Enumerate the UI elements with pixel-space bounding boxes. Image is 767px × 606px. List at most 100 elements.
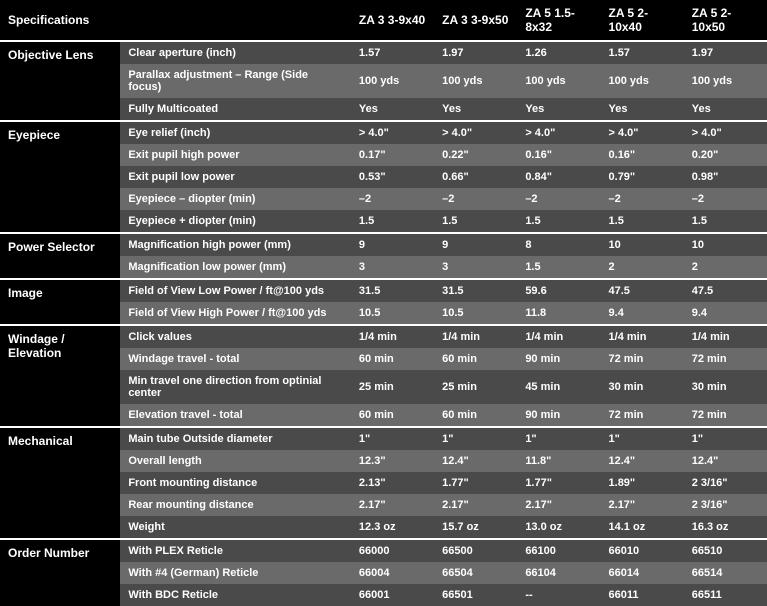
spec-value: Yes: [434, 98, 517, 121]
spec-value: 45 min: [517, 370, 600, 404]
spec-value: 0.53": [351, 166, 434, 188]
category-cell: Order Number: [0, 539, 120, 606]
spec-value: 16.3 oz: [684, 516, 767, 539]
spec-value: 0.79": [601, 166, 684, 188]
spec-value: 1.77": [434, 472, 517, 494]
spec-value: 66011: [601, 584, 684, 606]
spec-value: 0.98": [684, 166, 767, 188]
spec-label: With BDC Reticle: [120, 584, 351, 606]
spec-value: 1.5: [601, 210, 684, 233]
spec-value: 12.3 oz: [351, 516, 434, 539]
spec-label: Rear mounting distance: [120, 494, 351, 516]
header-blank: [120, 0, 351, 41]
spec-value: 2: [684, 256, 767, 279]
spec-value: 31.5: [434, 279, 517, 302]
spec-value: –2: [684, 188, 767, 210]
table-row: ImageField of View Low Power / ft@100 yd…: [0, 279, 767, 302]
header-model: ZA 3 3-9x40: [351, 0, 434, 41]
spec-value: 90 min: [517, 404, 600, 427]
spec-value: 1/4 min: [601, 325, 684, 348]
spec-value: 60 min: [351, 404, 434, 427]
spec-value: 66500: [434, 539, 517, 562]
spec-label: Fully Multicoated: [120, 98, 351, 121]
spec-value: 60 min: [434, 348, 517, 370]
spec-value: 12.4": [684, 450, 767, 472]
spec-value: 9.4: [684, 302, 767, 325]
spec-value: 9: [434, 233, 517, 256]
spec-value: 66511: [684, 584, 767, 606]
header-model: ZA 5 2-10x50: [684, 0, 767, 41]
spec-value: 100 yds: [684, 64, 767, 98]
spec-value: 66514: [684, 562, 767, 584]
spec-value: –2: [351, 188, 434, 210]
spec-label: Windage travel - total: [120, 348, 351, 370]
spec-value: 8: [517, 233, 600, 256]
spec-value: 1": [684, 427, 767, 450]
spec-value: 12.4": [601, 450, 684, 472]
spec-value: 66104: [517, 562, 600, 584]
table-row: Order NumberWith PLEX Reticle66000665006…: [0, 539, 767, 562]
spec-value: > 4.0": [601, 121, 684, 144]
category-cell: Power Selector: [0, 233, 120, 279]
spec-value: 11.8": [517, 450, 600, 472]
table-header: Specifications ZA 3 3-9x40 ZA 3 3-9x50 Z…: [0, 0, 767, 41]
spec-value: 72 min: [684, 404, 767, 427]
spec-value: 13.0 oz: [517, 516, 600, 539]
spec-value: 72 min: [684, 348, 767, 370]
table-body: Objective LensClear aperture (inch)1.571…: [0, 41, 767, 606]
spec-value: 66014: [601, 562, 684, 584]
spec-value: 0.22": [434, 144, 517, 166]
spec-value: 0.84": [517, 166, 600, 188]
spec-value: 100 yds: [351, 64, 434, 98]
spec-label: Overall length: [120, 450, 351, 472]
spec-label: Exit pupil high power: [120, 144, 351, 166]
spec-value: 0.20": [684, 144, 767, 166]
spec-value: 1.57: [601, 41, 684, 64]
spec-value: 66000: [351, 539, 434, 562]
spec-value: 66001: [351, 584, 434, 606]
spec-value: 10.5: [351, 302, 434, 325]
spec-table: Specifications ZA 3 3-9x40 ZA 3 3-9x50 Z…: [0, 0, 767, 606]
spec-label: Magnification high power (mm): [120, 233, 351, 256]
spec-value: 1.5: [684, 210, 767, 233]
spec-value: 2 3/16": [684, 494, 767, 516]
spec-label: With PLEX Reticle: [120, 539, 351, 562]
spec-value: --: [517, 584, 600, 606]
spec-label: Eye relief (inch): [120, 121, 351, 144]
spec-value: –2: [517, 188, 600, 210]
category-cell: Windage / Elevation: [0, 325, 120, 427]
spec-label: Main tube Outside diameter: [120, 427, 351, 450]
spec-value: Yes: [517, 98, 600, 121]
spec-value: 2.17": [434, 494, 517, 516]
spec-label: Click values: [120, 325, 351, 348]
category-cell: Mechanical: [0, 427, 120, 539]
spec-label: Clear aperture (inch): [120, 41, 351, 64]
spec-value: –2: [601, 188, 684, 210]
spec-value: 1.77": [517, 472, 600, 494]
spec-value: > 4.0": [517, 121, 600, 144]
spec-value: 1.57: [351, 41, 434, 64]
spec-label: Field of View High Power / ft@100 yds: [120, 302, 351, 325]
spec-value: 0.16": [517, 144, 600, 166]
spec-value: 1/4 min: [684, 325, 767, 348]
spec-value: 1.97: [434, 41, 517, 64]
spec-value: Yes: [684, 98, 767, 121]
spec-value: 66100: [517, 539, 600, 562]
spec-value: 0.16": [601, 144, 684, 166]
spec-label: Parallax adjustment – Range (Side focus): [120, 64, 351, 98]
spec-value: 1.5: [351, 210, 434, 233]
spec-value: 1.97: [684, 41, 767, 64]
spec-value: 66501: [434, 584, 517, 606]
spec-value: 1.26: [517, 41, 600, 64]
spec-value: 10: [684, 233, 767, 256]
spec-label: With #4 (German) Reticle: [120, 562, 351, 584]
spec-value: > 4.0": [351, 121, 434, 144]
spec-value: 0.66": [434, 166, 517, 188]
table-row: Power SelectorMagnification high power (…: [0, 233, 767, 256]
spec-value: 12.3": [351, 450, 434, 472]
spec-label: Field of View Low Power / ft@100 yds: [120, 279, 351, 302]
spec-value: 1": [351, 427, 434, 450]
category-cell: Image: [0, 279, 120, 325]
table-row: Objective LensClear aperture (inch)1.571…: [0, 41, 767, 64]
spec-value: 47.5: [684, 279, 767, 302]
